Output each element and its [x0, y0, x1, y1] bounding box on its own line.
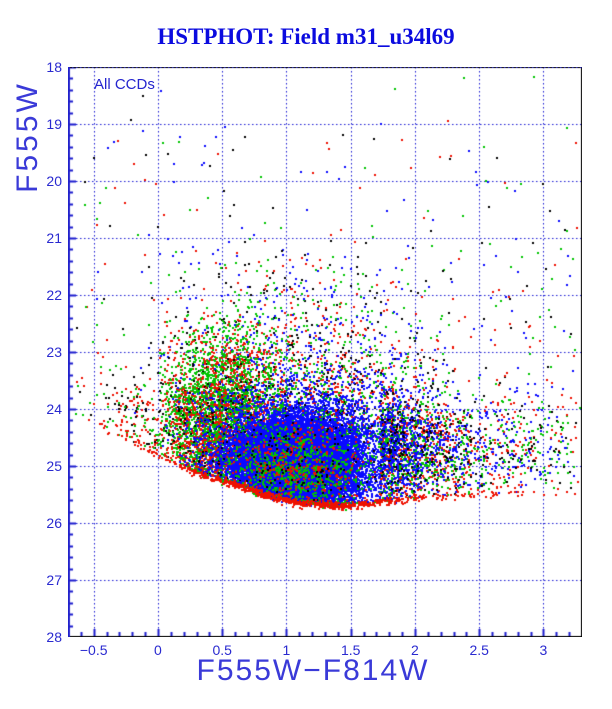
- y-tick-label: 23: [46, 344, 62, 360]
- chart-title: HSTPHOT: Field m31_u34l69: [157, 24, 455, 49]
- x-tick-label: −0.5: [79, 642, 108, 658]
- legend-all-ccds: All CCDs: [94, 76, 155, 93]
- y-tick-label: 25: [46, 458, 62, 474]
- x-axis-title: F555W−F814W: [196, 654, 430, 687]
- x-tick-label: 3: [539, 642, 548, 658]
- y-tick-label: 20: [46, 173, 62, 189]
- y-tick-label: 18: [46, 59, 62, 75]
- x-tick-label: 0.5: [212, 642, 232, 658]
- y-tick-label: 27: [46, 572, 62, 588]
- x-tick-label: 2: [411, 642, 419, 658]
- scatter-canvas: [68, 67, 582, 637]
- x-tick-label: 0: [154, 642, 162, 658]
- x-tick-label: 1.5: [340, 642, 361, 658]
- y-tick-label: 24: [46, 401, 62, 417]
- x-tick-label: 2.5: [469, 642, 489, 658]
- y-tick-label: 26: [46, 515, 62, 531]
- y-tick-label: 22: [46, 287, 62, 303]
- y-tick-label: 21: [46, 230, 62, 246]
- y-tick-label: 19: [46, 116, 62, 132]
- y-tick-label: 28: [46, 629, 62, 645]
- x-tick-label: 1: [282, 642, 291, 658]
- plot-frame: All CCDs: [68, 67, 582, 637]
